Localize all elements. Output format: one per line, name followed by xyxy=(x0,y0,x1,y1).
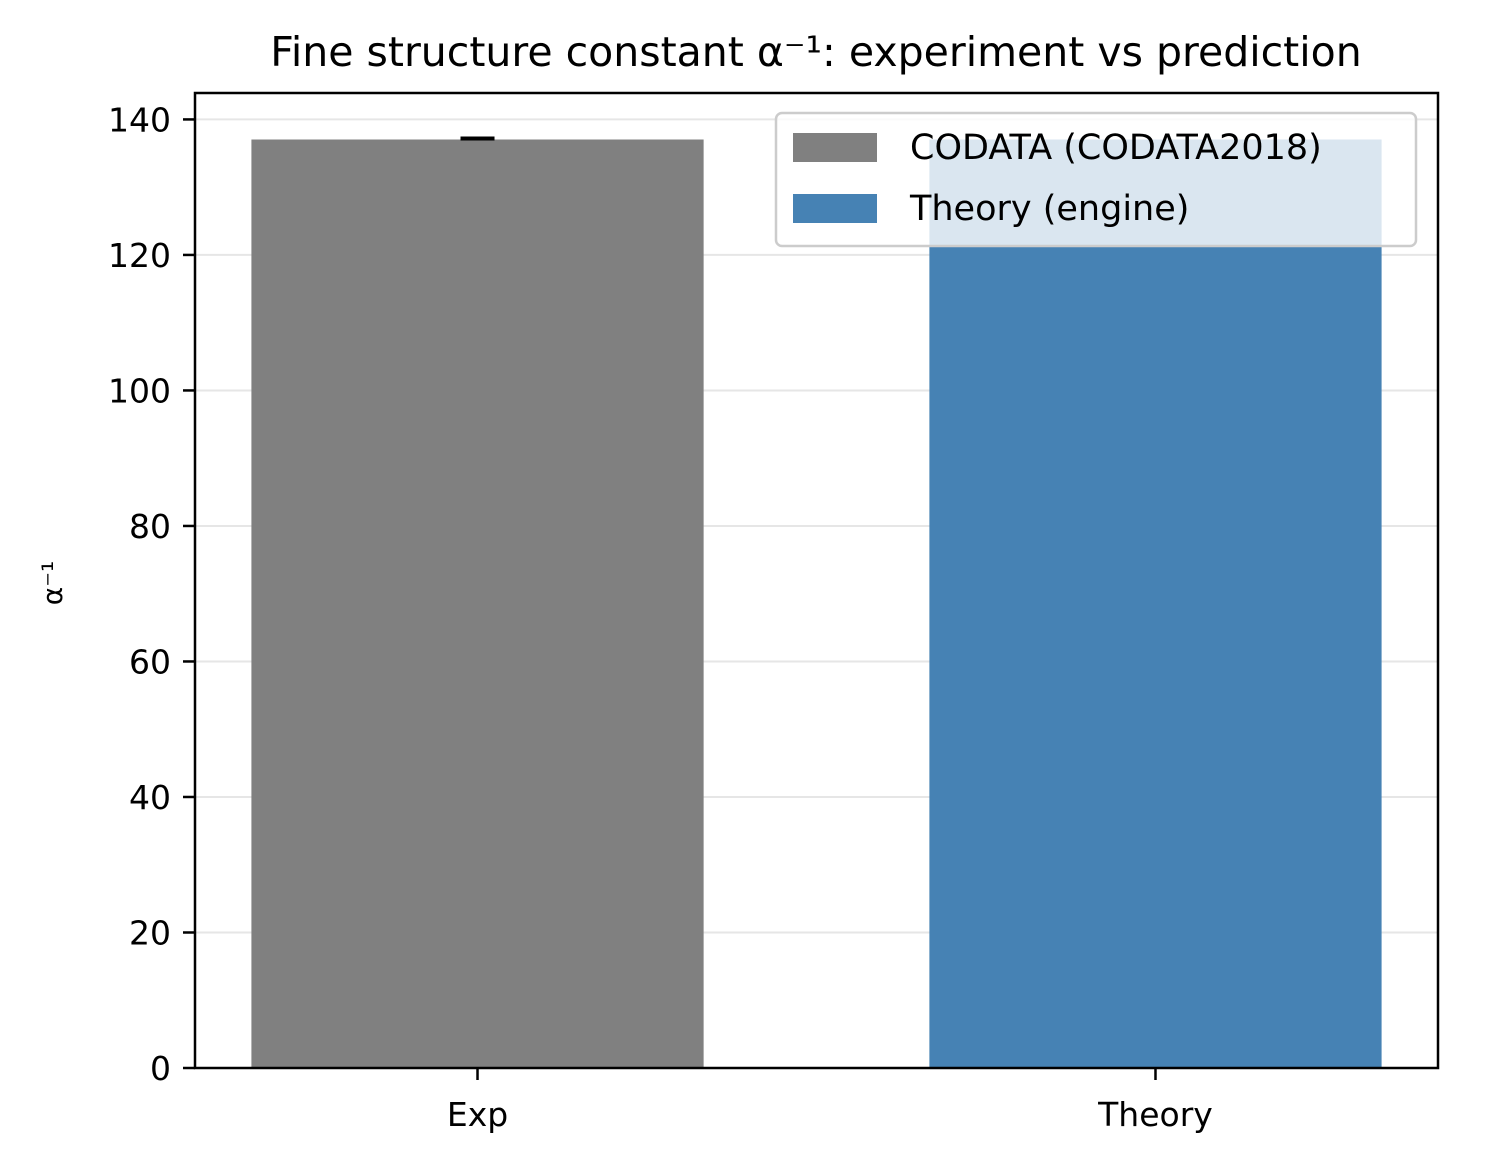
y-axis-label: α⁻¹ xyxy=(36,561,69,605)
x-tick-label-theory: Theory xyxy=(1097,1095,1213,1134)
bars xyxy=(251,139,1382,1068)
plot-frame xyxy=(193,91,1440,1070)
legend-swatch-1 xyxy=(793,194,877,223)
x-tick-label-exp: Exp xyxy=(447,1095,508,1134)
y-tick-label-100: 100 xyxy=(108,371,171,410)
error-bars xyxy=(460,136,495,141)
y-tick-label-80: 80 xyxy=(129,507,171,546)
legend: CODATA (CODATA2018) Theory (engine) xyxy=(774,111,1418,248)
y-tick-label-40: 40 xyxy=(129,778,171,817)
legend-box xyxy=(774,111,1418,248)
bar-exp xyxy=(251,139,704,1068)
y-tick-label-0: 0 xyxy=(150,1049,171,1088)
legend-label-0: CODATA (CODATA2018) xyxy=(910,128,1322,168)
legend-swatch-0 xyxy=(793,133,877,162)
y-tick-label-20: 20 xyxy=(129,913,171,952)
axes: 0 20 40 60 80 100 120 140 Exp Theory xyxy=(108,91,1440,1134)
y-tick-label-120: 120 xyxy=(108,236,171,275)
bar-theory xyxy=(929,139,1382,1068)
y-tick-label-140: 140 xyxy=(108,100,171,139)
chart-title: Fine structure constant α⁻¹: experiment … xyxy=(270,28,1361,76)
y-tick-label-60: 60 xyxy=(129,642,171,681)
legend-label-1: Theory (engine) xyxy=(909,189,1189,229)
